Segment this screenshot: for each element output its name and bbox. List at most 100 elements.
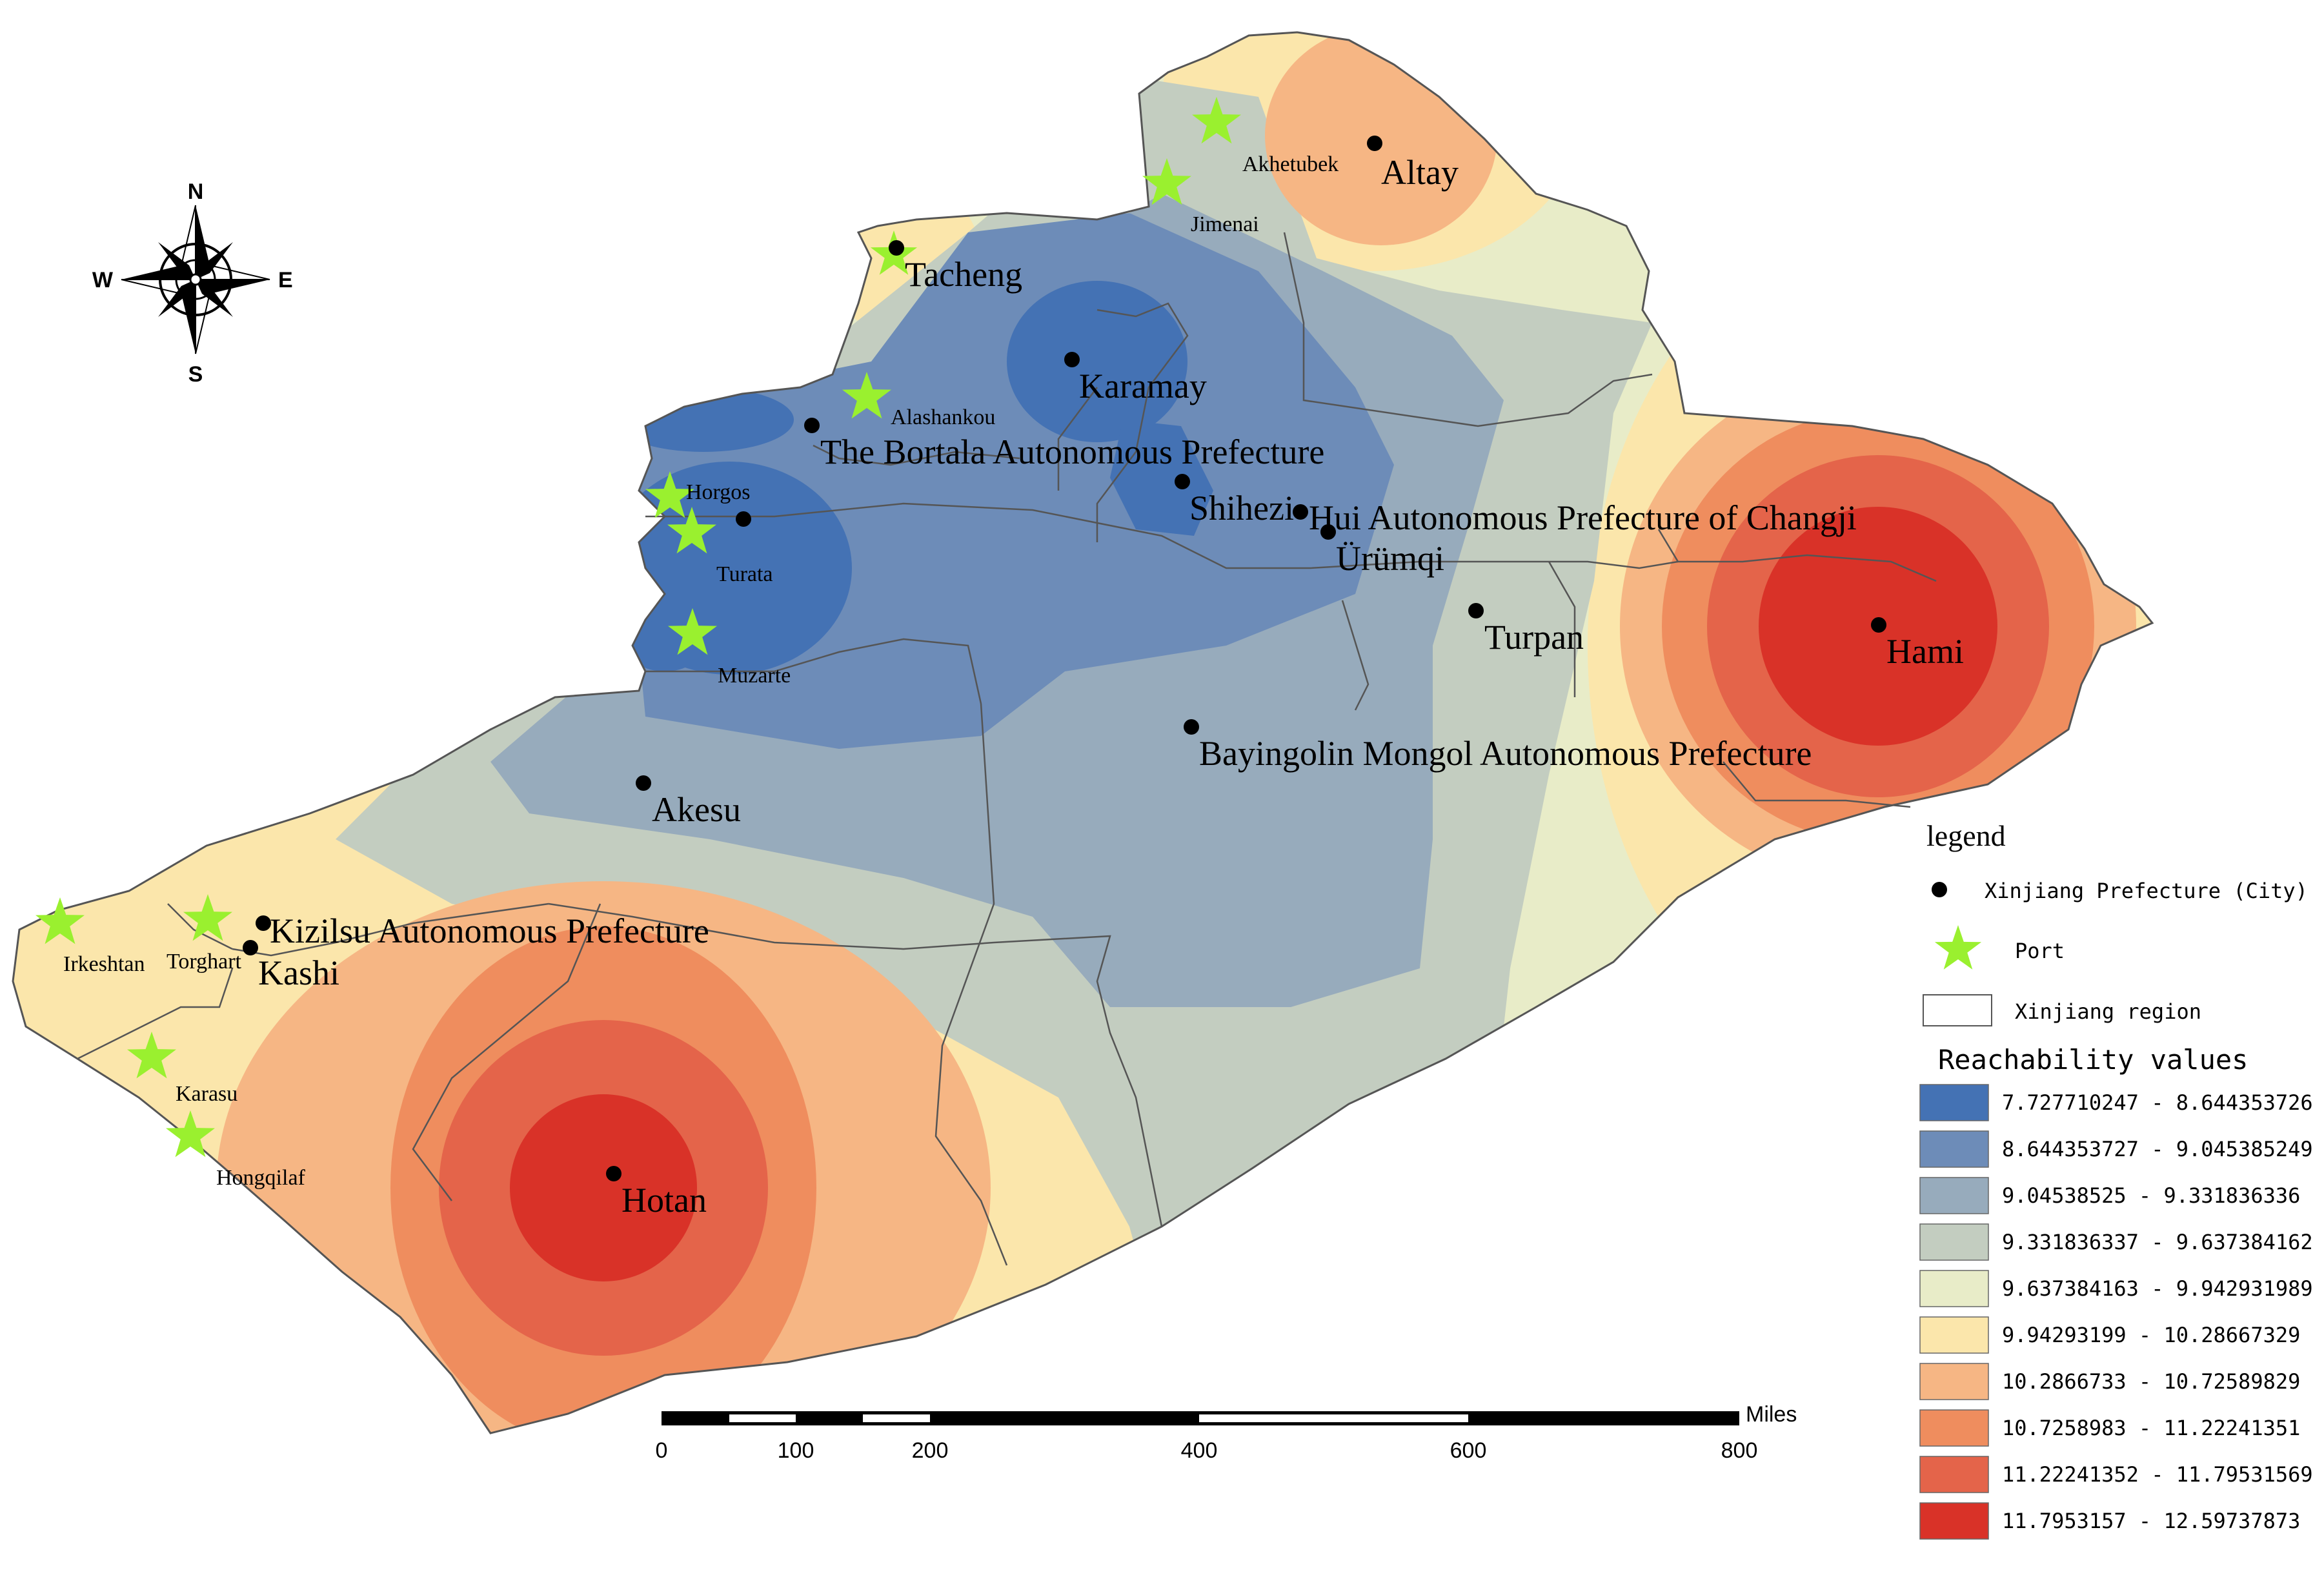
compass-south: S [188, 362, 203, 387]
compass-rose: N S E W [92, 179, 293, 387]
city-marker-tacheng [889, 240, 904, 256]
label-turata: Turata [716, 562, 773, 586]
legend-values-title: Reachability values [1938, 1044, 2248, 1076]
city-marker-kizilsu [256, 915, 271, 931]
label-muzarte: Muzarte [718, 664, 791, 688]
city-marker-hotan [606, 1166, 621, 1181]
label-tacheng: Tacheng [905, 255, 1022, 294]
city-marker-akesu [636, 775, 651, 791]
label-bayingolin: Bayingolin Mongol Autonomous Prefecture [1199, 734, 1812, 773]
city-marker-altay [1367, 136, 1382, 151]
city-marker-shihezi [1175, 474, 1190, 489]
legend-class-swatch [1919, 1502, 1989, 1540]
class-band-10 [510, 1094, 697, 1281]
label-shihezi: Shihezi [1189, 489, 1294, 527]
legend-class-swatch [1919, 1363, 1989, 1400]
scale-bar: Miles 0 100 200 400 600 800 [656, 1402, 1797, 1463]
scale-tick-label: 800 [1721, 1438, 1758, 1463]
port-marker-alashankou [842, 372, 891, 419]
legend-class-swatch [1919, 1316, 1989, 1354]
port-marker-akhetubek [1192, 97, 1241, 144]
label-kizilsu: Kizilsu Autonomous Prefecture [270, 912, 709, 950]
xinjiang-outline [12, 31, 2154, 1434]
city-marker-hami [1871, 617, 1886, 633]
legend-class-label: 7.727710247 - 8.644353726 [2002, 1090, 2313, 1115]
compass-west: W [92, 268, 114, 292]
scale-tick-label: 600 [1450, 1438, 1487, 1463]
legend-port-symbol [1934, 925, 1982, 970]
legend-class-swatch [1919, 1223, 1989, 1261]
label-torghart: Torghart [167, 950, 242, 974]
label-bortala: The Bortala Autonomous Prefecture [820, 433, 1324, 471]
legend-class-label: 8.644353727 - 9.045385249 [2002, 1137, 2313, 1161]
legend-class-label: 10.2866733 - 10.72589829 [2002, 1369, 2300, 1394]
class-band-1 [1007, 281, 1187, 442]
port-marker-jimenai [1142, 158, 1191, 205]
port-marker-hongqilaf [166, 1110, 215, 1158]
class-band-7 [1265, 32, 1497, 245]
legend-region-symbol [1923, 994, 1992, 1026]
legend-class-label: 9.94293199 - 10.28667329 [2002, 1323, 2300, 1347]
legend-region-label: Xinjiang region [2015, 999, 2201, 1024]
scale-tick-label: 100 [778, 1438, 814, 1463]
city-marker-turpan [1468, 603, 1484, 618]
legend-city-label: Xinjiang Prefecture (City) [1985, 879, 2308, 903]
legend-class-label: 9.331836337 - 9.637384162 [2002, 1230, 2313, 1254]
legend-class-label: 9.637384163 - 9.942931989 [2002, 1276, 2313, 1301]
legend-class-label: 9.04538525 - 9.331836336 [2002, 1183, 2300, 1208]
city-marker-changji [1293, 504, 1308, 520]
label-akhetubek: Akhetubek [1242, 152, 1339, 176]
legend: legend Xinjiang Prefecture (City) Port X… [1919, 819, 2313, 1540]
legend-port-label: Port [2015, 939, 2065, 963]
label-kashi: Kashi [258, 954, 339, 992]
port-marker-horgos [645, 471, 694, 518]
city-marker-kashi [243, 940, 258, 955]
legend-title: legend [1926, 819, 2006, 852]
scale-unit: Miles [1746, 1402, 1797, 1427]
city-marker-bortala [804, 418, 820, 433]
label-hami: Hami [1886, 632, 1964, 671]
scale-tick-label: 0 [656, 1438, 668, 1463]
place-markers [35, 97, 1886, 1181]
legend-city-symbol [1932, 882, 1947, 897]
label-irkeshtan: Irkeshtan [63, 952, 145, 976]
legend-class-swatch [1919, 1409, 1989, 1447]
legend-class-label: 11.22241352 - 11.79531569 [2002, 1462, 2313, 1487]
port-marker-karasu [127, 1032, 176, 1079]
scale-tick-label: 400 [1181, 1438, 1218, 1463]
legend-class-label: 10.7258983 - 11.22241351 [2002, 1416, 2300, 1440]
label-hongqilaf: Hongqilaf [216, 1166, 306, 1190]
prefecture-boundaries [77, 232, 1937, 1266]
label-changji: Hui Autonomous Prefecture of Changji [1309, 498, 1857, 537]
legend-class-swatch [1919, 1084, 1989, 1121]
compass-east: E [278, 268, 293, 292]
compass-north: N [188, 179, 204, 204]
label-akesu: Akesu [652, 790, 741, 829]
legend-class-swatch [1919, 1177, 1989, 1214]
port-marker-turata [667, 507, 716, 554]
city-marker-urumqi [1320, 524, 1336, 540]
legend-class-label: 11.7953157 - 12.59737873 [2002, 1509, 2300, 1533]
scale-tick-label: 200 [912, 1438, 949, 1463]
city-marker-bayingolin [1184, 719, 1199, 735]
port-marker-torghart [183, 894, 232, 941]
port-marker-irkeshtan [35, 897, 85, 944]
label-karamay: Karamay [1079, 367, 1207, 405]
label-alashankou: Alashankou [891, 405, 995, 429]
label-altay: Altay [1381, 153, 1459, 192]
label-horgos: Horgos [686, 480, 751, 504]
place-labels: Altay Akhetubek Jimenai Tacheng Karamay Alash… [63, 152, 1964, 1219]
label-urumqi: Ürümqi [1336, 539, 1444, 578]
label-jimenai: Jimenai [1191, 212, 1259, 236]
legend-class-swatch [1919, 1130, 1989, 1168]
legend-class-swatch [1919, 1456, 1989, 1493]
label-karasu: Karasu [176, 1082, 237, 1106]
class-band-1 [613, 387, 794, 452]
city-marker-karamay [1064, 352, 1080, 367]
legend-class-swatch [1919, 1270, 1989, 1307]
city-marker-turata [736, 511, 751, 527]
port-marker-muzarte [668, 608, 717, 655]
label-turpan: Turpan [1484, 618, 1584, 657]
label-hotan: Hotan [621, 1181, 707, 1219]
